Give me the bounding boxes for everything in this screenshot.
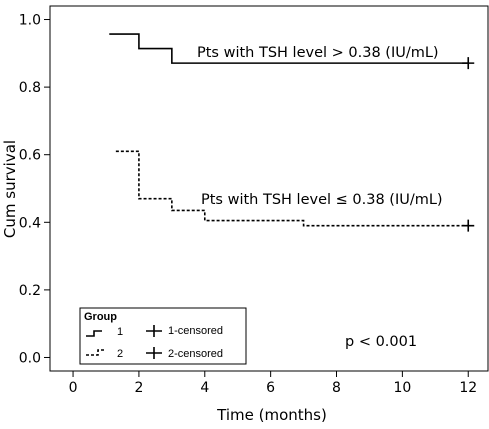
plot-area (49, 5, 489, 372)
legend-title: Group (84, 311, 117, 323)
x-tick-label: 10 (393, 380, 411, 396)
y-tick-label: 0.2 (19, 283, 41, 299)
x-tick-label: 8 (332, 380, 341, 396)
x-tick-label: 4 (200, 380, 209, 396)
legend-censor-1-icon (146, 325, 162, 337)
y-axis: 0.0 0.2 0.4 0.6 0.8 1.0 (19, 13, 50, 366)
x-axis: 0 2 4 6 8 10 12 (69, 371, 477, 396)
x-tick-label: 2 (134, 380, 143, 396)
y-tick-label: 0.0 (19, 350, 41, 366)
legend-censored-1: 1-censored (168, 325, 223, 337)
legend-entry-1: 1 (117, 326, 123, 338)
legend-censored-2: 2-censored (168, 348, 223, 360)
y-tick-label: 1.0 (19, 13, 41, 29)
plot-frame (49, 5, 489, 372)
y-tick-label: 0.8 (19, 80, 41, 96)
y-axis-title: Cum survival (1, 140, 19, 238)
p-value-text: p < 0.001 (345, 334, 417, 350)
legend-dashed-line-icon (86, 349, 106, 356)
x-tick-label: 12 (459, 380, 477, 396)
x-tick-label: 0 (69, 380, 78, 396)
legend-entry-2: 2 (117, 348, 123, 360)
series-1-censor-mark (462, 57, 475, 70)
y-tick-label: 0.4 (19, 215, 41, 231)
series-2-annotation: Pts with TSH level ≤ 0.38 (IU/mL) (201, 192, 443, 208)
legend-solid-line-icon (86, 330, 102, 337)
series-1-annotation: Pts with TSH level > 0.38 (IU/mL) (197, 45, 439, 61)
legend: Group 1 1-censored 2 2-censored (79, 307, 247, 365)
series-layer (109, 33, 475, 232)
series-2-line (115, 150, 469, 227)
y-tick-label: 0.6 (19, 148, 41, 164)
x-axis-title: Time (months) (216, 406, 327, 424)
legend-box (79, 307, 247, 365)
series-2-censor-mark (462, 219, 475, 232)
x-tick-label: 6 (266, 380, 275, 396)
legend-censor-2-icon (146, 347, 162, 359)
series-1-line (109, 33, 469, 64)
